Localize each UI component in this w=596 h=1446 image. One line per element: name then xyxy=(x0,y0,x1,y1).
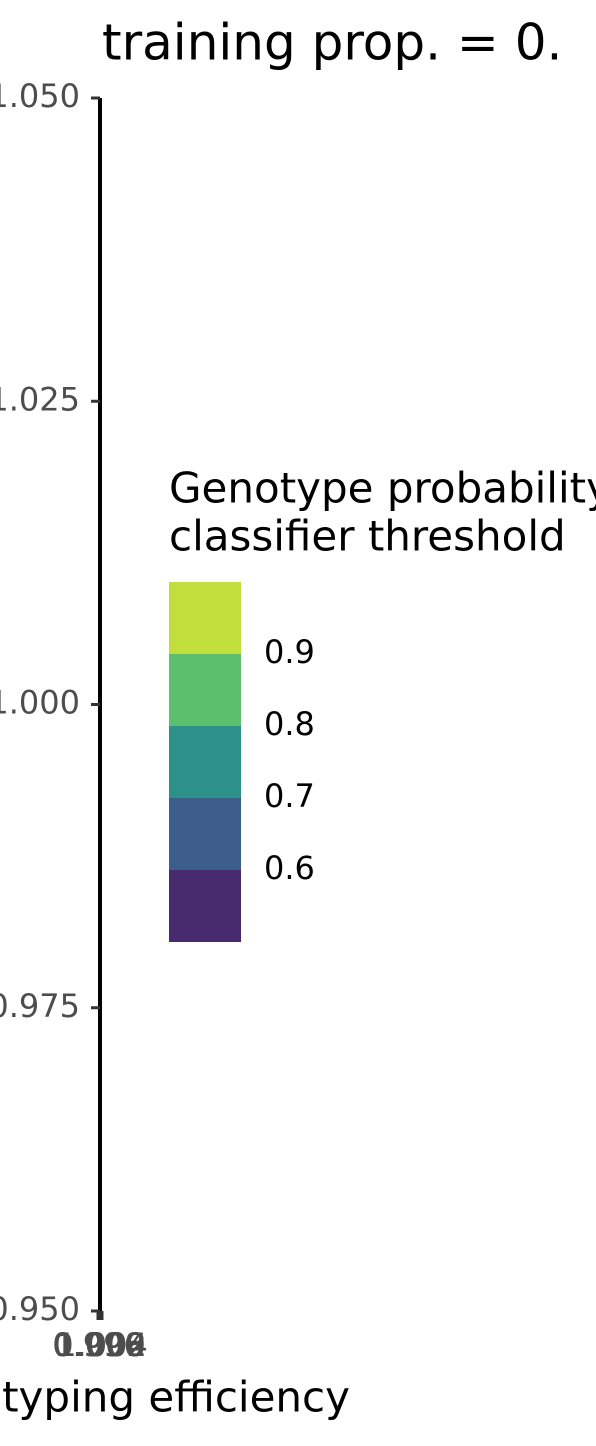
legend-key xyxy=(169,582,241,654)
legend-label: 0.9 xyxy=(264,633,315,671)
y-tick-label: 1.025 xyxy=(0,380,80,418)
y-tick-label: 0.975 xyxy=(0,987,80,1025)
x-axis-label: Genotyping efficiency xyxy=(0,1373,350,1422)
x-tick-label: 0.996 xyxy=(52,1326,144,1364)
legend-label: 0.8 xyxy=(264,705,315,743)
y-tick-label: 0.950 xyxy=(0,1290,80,1328)
legend-key xyxy=(169,798,241,870)
legend-key xyxy=(169,654,241,726)
x-tick-label: 1.002 xyxy=(55,1326,147,1364)
legend-title: Genotype probability xyxy=(169,464,596,513)
chart-title: training prop. = 0. xyxy=(102,14,562,72)
legend-label: 0.7 xyxy=(264,777,315,815)
legend-title: classifier threshold xyxy=(169,512,566,561)
y-tick-label: 1.050 xyxy=(0,77,80,115)
legend-key xyxy=(169,870,241,942)
x-tick-label: 1.004 xyxy=(56,1326,148,1364)
legend-key xyxy=(169,726,241,798)
x-tick-label: 1.000 xyxy=(54,1326,146,1364)
legend-label: 0.6 xyxy=(264,849,315,887)
x-tick-label: 0.998 xyxy=(53,1326,145,1364)
y-tick-label: 1.000 xyxy=(0,684,80,722)
